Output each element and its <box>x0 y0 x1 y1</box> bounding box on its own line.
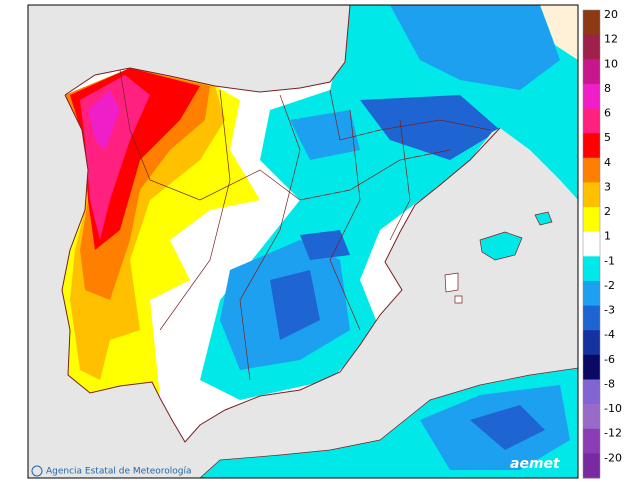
island <box>479 231 523 261</box>
legend-label: -8 <box>604 377 615 390</box>
legend-label: -2 <box>604 279 615 292</box>
borders <box>119 69 491 381</box>
legend-label: 5 <box>604 131 611 144</box>
legend-label: -20 <box>604 451 622 464</box>
legend-label: -10 <box>604 402 622 415</box>
legend-swatch <box>583 453 600 479</box>
legend-swatch <box>583 354 600 380</box>
island <box>534 211 553 226</box>
legend-frame <box>582 9 601 479</box>
legend-swatch <box>583 256 600 282</box>
agency-name: Agencia Estatal de Meteorología <box>46 467 192 477</box>
legend-label: -4 <box>604 328 615 341</box>
legend-swatch <box>583 182 600 208</box>
legend-swatch <box>583 34 600 60</box>
legend: 20 12 10 8 6 5 4 3 2 1 -1 -2 -3 -4 -6 -8 -10 -12 -20 <box>582 8 622 479</box>
legend-label: 20 <box>604 8 618 21</box>
legend-swatch <box>583 207 600 233</box>
legend-label: 8 <box>604 82 611 95</box>
legend-label: -1 <box>604 254 615 267</box>
legend-swatch <box>583 83 600 110</box>
legend-swatch <box>583 10 600 36</box>
legend-swatch <box>583 330 600 356</box>
coastline <box>61 94 501 443</box>
legend-label: 12 <box>604 33 618 46</box>
legend-swatch <box>583 404 600 430</box>
legend-swatch <box>583 280 600 307</box>
legend-swatch <box>583 379 600 405</box>
legend-swatch <box>583 231 600 257</box>
legend-label: 1 <box>604 230 611 243</box>
copyright-icon <box>31 465 43 477</box>
legend-label: 3 <box>604 180 611 193</box>
legend-swatch <box>583 59 600 85</box>
coastline <box>64 4 351 96</box>
legend-swatch <box>583 428 600 454</box>
legend-swatch <box>583 157 600 183</box>
legend-swatch <box>583 305 600 331</box>
island <box>444 272 463 304</box>
legend-label: -6 <box>604 353 615 366</box>
legend-label: 2 <box>604 205 611 218</box>
legend-label: 6 <box>604 107 611 120</box>
legend-label: -3 <box>604 304 615 317</box>
legend-label: -12 <box>604 427 622 440</box>
legend-swatch <box>583 108 600 134</box>
legend-label: 10 <box>604 57 618 70</box>
legend-swatch <box>583 133 600 159</box>
logo: aemet <box>510 456 561 472</box>
legend-label: 4 <box>604 156 611 169</box>
africa-field <box>470 405 545 450</box>
map-frame <box>27 4 579 479</box>
